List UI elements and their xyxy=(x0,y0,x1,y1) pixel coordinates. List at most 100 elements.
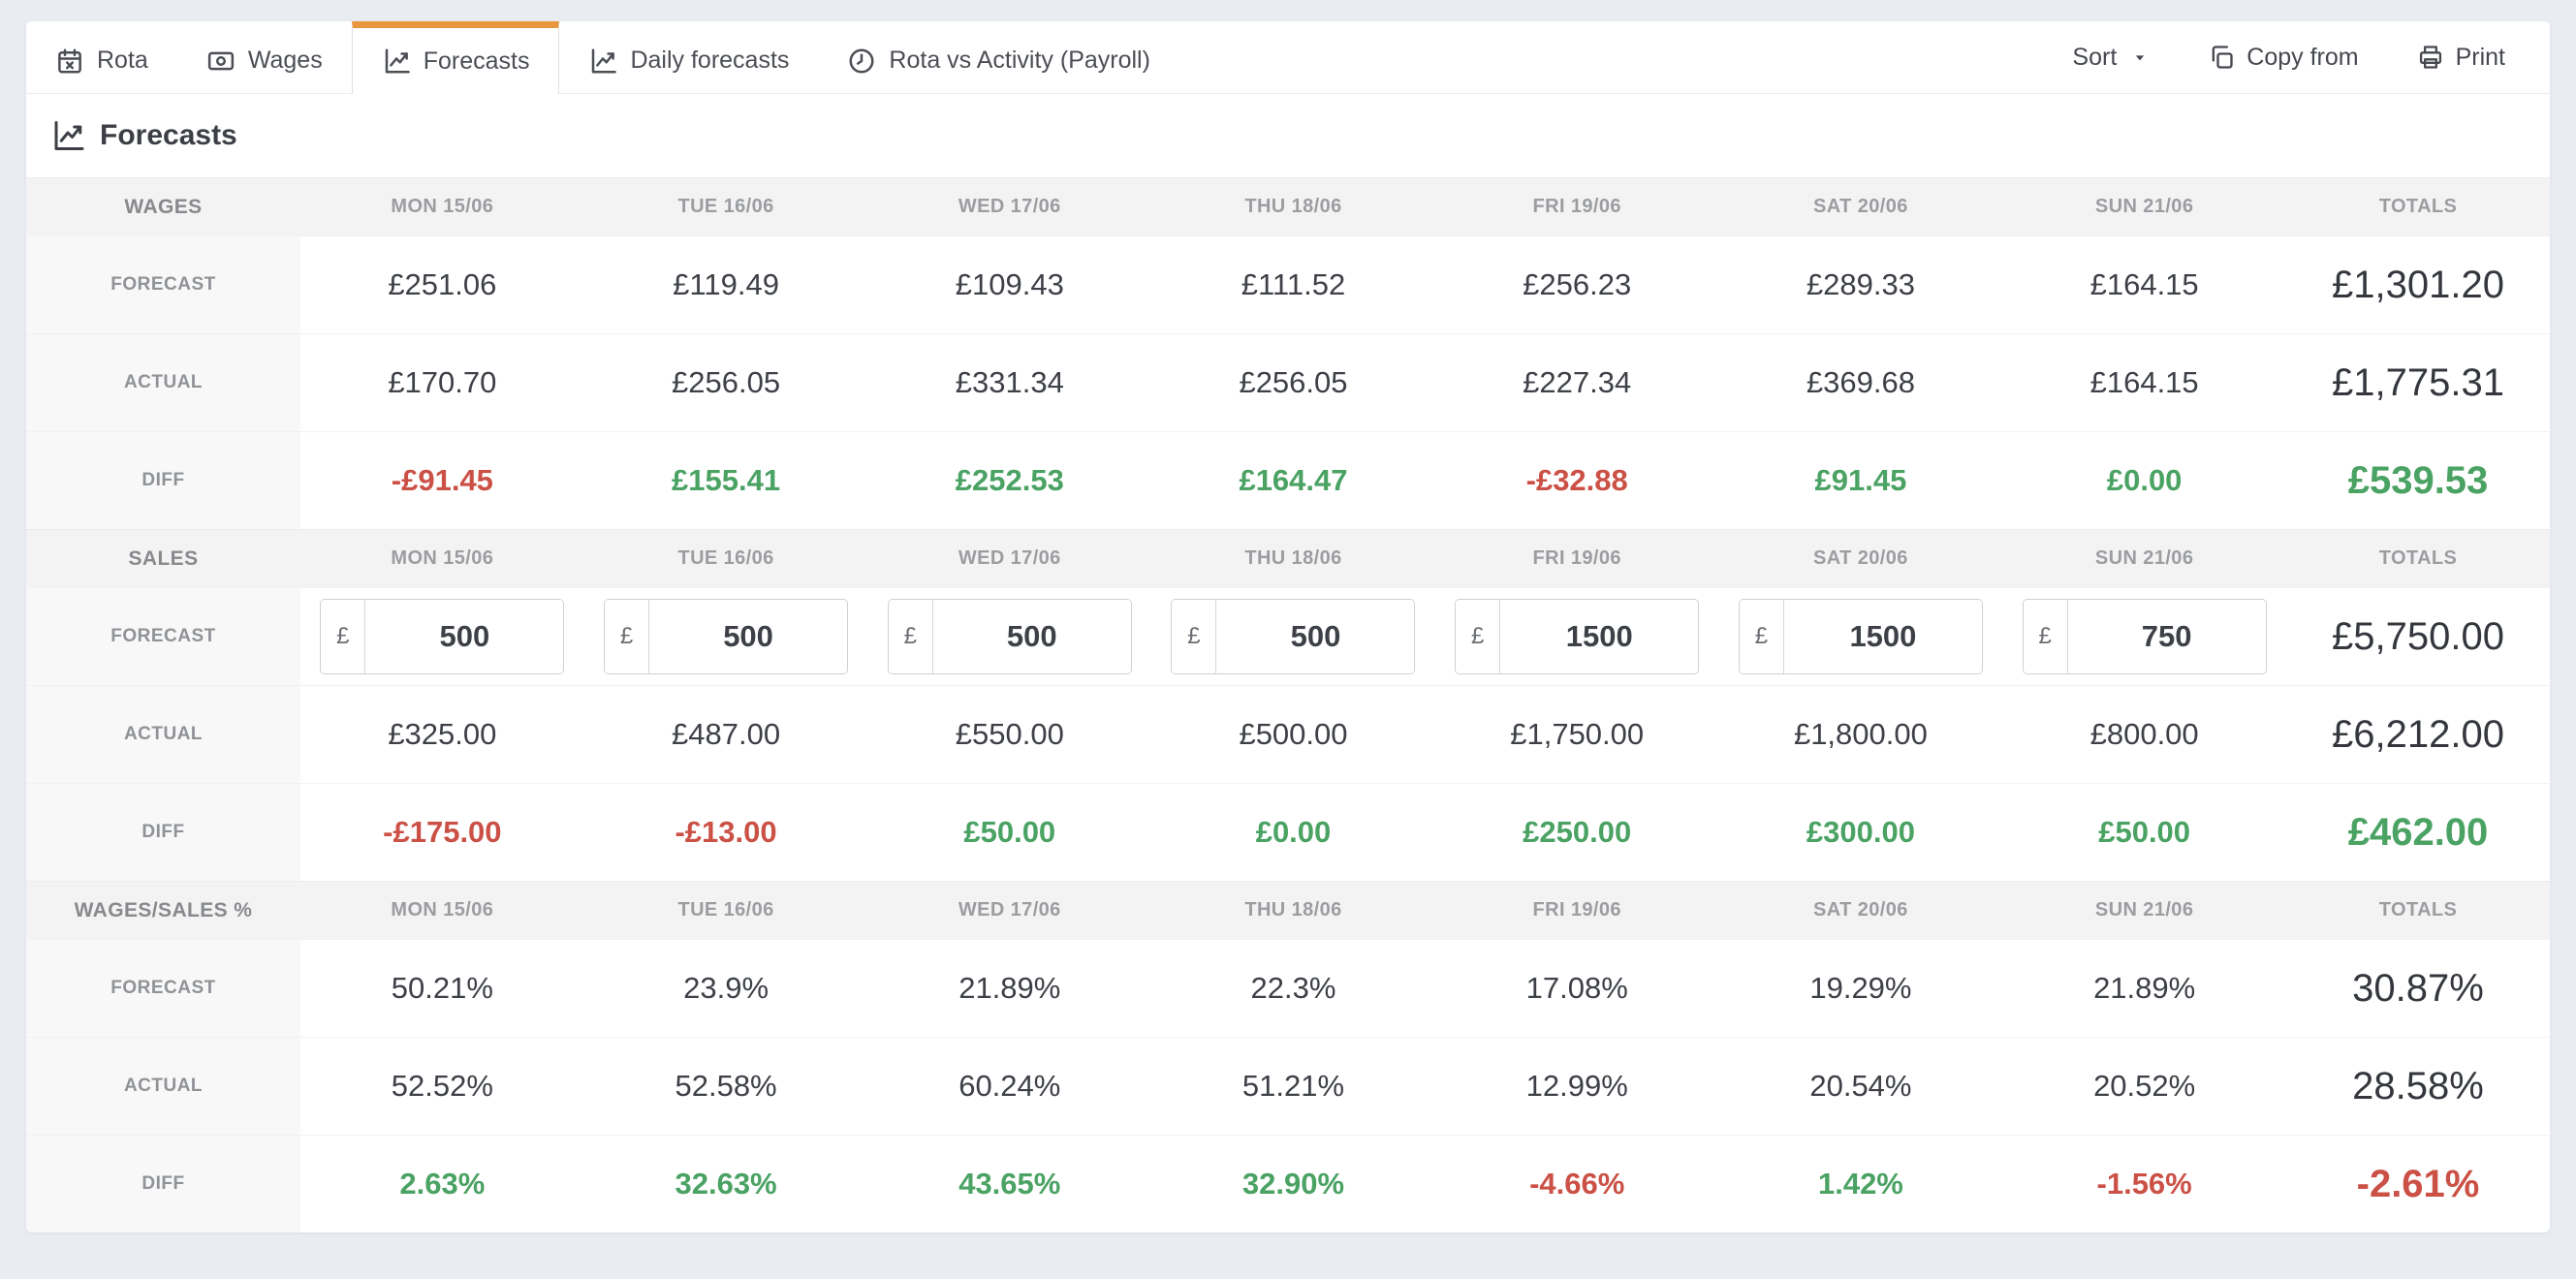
wages-diff-value: £0.00 xyxy=(2106,463,2183,497)
day-header: SAT 20/06 xyxy=(1813,196,1908,217)
day-header: FRI 19/06 xyxy=(1532,899,1621,920)
tab-label: Rota xyxy=(97,47,148,74)
sales-diff-total: £462.00 xyxy=(2347,810,2489,854)
print-label: Print xyxy=(2455,43,2505,71)
day-header: THU 18/06 xyxy=(1244,547,1342,569)
tab-list: Rota Wages Forecasts Daily forecasts Rota vs… xyxy=(26,21,1179,94)
currency-prefix: £ xyxy=(321,600,366,673)
wages-forecast-value: £111.52 xyxy=(1241,267,1346,301)
sales-actual-row: ACTUAL £325.00 £487.00 £550.00 £500.00 £1,750… xyxy=(26,685,2550,783)
sales-forecast-input-group: £ xyxy=(1738,599,1983,674)
tab-daily-forecasts[interactable]: Daily forecasts xyxy=(559,21,818,93)
tab-rota[interactable]: Rota xyxy=(26,21,177,93)
printer-icon xyxy=(2417,44,2444,71)
sales-diff-row: DIFF -£175.00 -£13.00 £50.00 £0.00 £250.00 £30… xyxy=(26,783,2550,881)
sales-forecast-input[interactable] xyxy=(365,600,564,673)
tab-label: Rota vs Activity (Payroll) xyxy=(889,47,1150,74)
currency-prefix: £ xyxy=(2023,600,2068,673)
page-header: Forecasts xyxy=(26,94,2550,177)
page-title: Forecasts xyxy=(100,119,237,151)
sales-actual-label: ACTUAL xyxy=(26,686,300,783)
wages-diff-value: -£32.88 xyxy=(1525,463,1628,497)
wages-section-header: WAGES MON 15/06 TUE 16/06 WED 17/06 THU 18/0… xyxy=(26,177,2550,235)
day-header: MON 15/06 xyxy=(391,547,494,569)
wages-sales-pct-diff-value: 1.42% xyxy=(1817,1167,1903,1201)
calendar-icon xyxy=(55,47,84,76)
chart-line-icon xyxy=(382,47,411,76)
sales-actual-value: £800.00 xyxy=(2089,717,2199,751)
wages-forecast-value: £164.15 xyxy=(2089,267,2199,301)
tab-label: Forecasts xyxy=(423,47,530,75)
sales-forecast-input-cell: £ xyxy=(1151,588,1435,685)
wages-diff-value: -£91.45 xyxy=(391,463,493,497)
clock-icon xyxy=(847,47,876,76)
day-header: SAT 20/06 xyxy=(1813,547,1908,569)
sales-forecast-input-cell: £ xyxy=(1435,588,1719,685)
chevron-down-icon xyxy=(2130,47,2150,67)
sales-forecast-input[interactable] xyxy=(2067,600,2266,673)
tab-rota-vs-activity-payroll[interactable]: Rota vs Activity (Payroll) xyxy=(818,21,1179,93)
currency-prefix: £ xyxy=(1456,600,1501,673)
day-header: THU 18/06 xyxy=(1244,196,1342,217)
wages-forecast-value: £289.33 xyxy=(1806,267,1915,301)
wages-sales-pct-diff-value: -1.56% xyxy=(2096,1167,2192,1201)
totals-header: TOTALS xyxy=(2378,547,2458,569)
wages-sales-pct-forecast-value: 19.29% xyxy=(1809,971,1912,1005)
totals-header: TOTALS xyxy=(2378,899,2458,920)
sales-forecast-input[interactable] xyxy=(932,600,1131,673)
day-header: THU 18/06 xyxy=(1244,899,1342,920)
wages-forecast-value: £109.43 xyxy=(955,267,1064,301)
sales-forecast-input-group: £ xyxy=(1455,599,1700,674)
copy-icon xyxy=(2208,44,2235,71)
tab-label: Daily forecasts xyxy=(630,47,790,74)
sales-diff-value: -£175.00 xyxy=(383,815,502,849)
wages-sales-pct-actual-value: 20.52% xyxy=(2093,1069,2196,1103)
wages-diff-total: £539.53 xyxy=(2347,458,2489,502)
sort-button[interactable]: Sort xyxy=(2072,44,2150,72)
wages-sales-pct-diff-total: -2.61% xyxy=(2356,1162,2480,1205)
wages-sales-pct-diff-row: DIFF 2.63% 32.63% 43.65% 32.90% -4.66% 1.42% -1… xyxy=(26,1135,2550,1232)
tab-label: Wages xyxy=(247,47,323,74)
wages-actual-label: ACTUAL xyxy=(26,334,300,431)
wages-sales-pct-diff-value: -4.66% xyxy=(1529,1167,1625,1201)
day-header: SUN 21/06 xyxy=(2094,547,2194,569)
tab-wages[interactable]: Wages xyxy=(177,21,352,93)
sales-forecast-total: £5,750.00 xyxy=(2332,614,2504,658)
chart-line-icon xyxy=(50,118,85,153)
sales-actual-value: £1,800.00 xyxy=(1793,717,1928,751)
wages-sales-pct-actual-value: 51.21% xyxy=(1241,1069,1345,1103)
wages-sales-pct-actual-value: 52.58% xyxy=(675,1069,777,1103)
sales-forecast-input-cell: £ xyxy=(1719,588,2003,685)
sort-label: Sort xyxy=(2072,43,2118,71)
wages-actual-value: £256.05 xyxy=(1239,365,1348,399)
sales-forecast-input[interactable] xyxy=(649,600,848,673)
wages-sales-pct-forecast-total: 30.87% xyxy=(2352,966,2484,1010)
sales-forecast-input[interactable] xyxy=(1500,600,1699,673)
chart-line-icon xyxy=(588,47,617,76)
wages-diff-value: £252.53 xyxy=(955,463,1064,497)
wages-sales-pct-forecast-value: 22.3% xyxy=(1250,971,1336,1005)
wages-sales-pct-diff-value: 43.65% xyxy=(958,1167,1061,1201)
sales-actual-value: £487.00 xyxy=(672,717,781,751)
wages-sales-pct-diff-label: DIFF xyxy=(26,1136,300,1232)
sales-forecast-input-cell: £ xyxy=(2002,588,2286,685)
wages-section-title: WAGES xyxy=(124,195,203,218)
sales-forecast-input[interactable] xyxy=(1216,600,1415,673)
wages-actual-value: £170.70 xyxy=(388,365,497,399)
wages-sales-pct-forecast-value: 23.9% xyxy=(683,971,770,1005)
wages-actual-value: £369.68 xyxy=(1806,365,1915,399)
day-header: TUE 16/06 xyxy=(677,547,774,569)
day-header: SUN 21/06 xyxy=(2094,899,2194,920)
tab-forecasts[interactable]: Forecasts xyxy=(351,21,560,94)
wages-forecast-value: £256.23 xyxy=(1523,267,1632,301)
sales-diff-value: -£13.00 xyxy=(675,815,777,849)
sales-forecast-input[interactable] xyxy=(1783,600,1982,673)
wages-sales-pct-actual-total: 28.58% xyxy=(2352,1064,2484,1107)
copy-from-button[interactable]: Copy from xyxy=(2208,44,2359,72)
wages-forecast-value: £119.49 xyxy=(673,267,779,301)
currency-prefix: £ xyxy=(888,600,933,673)
wages-actual-value: £256.05 xyxy=(672,365,781,399)
sales-section-header: SALES MON 15/06 TUE 16/06 WED 17/06 THU 18/0… xyxy=(26,529,2550,587)
sales-forecast-row: FORECAST £ £ £ £ £ £ £ £5,750.00 xyxy=(26,587,2550,685)
print-button[interactable]: Print xyxy=(2417,44,2505,72)
